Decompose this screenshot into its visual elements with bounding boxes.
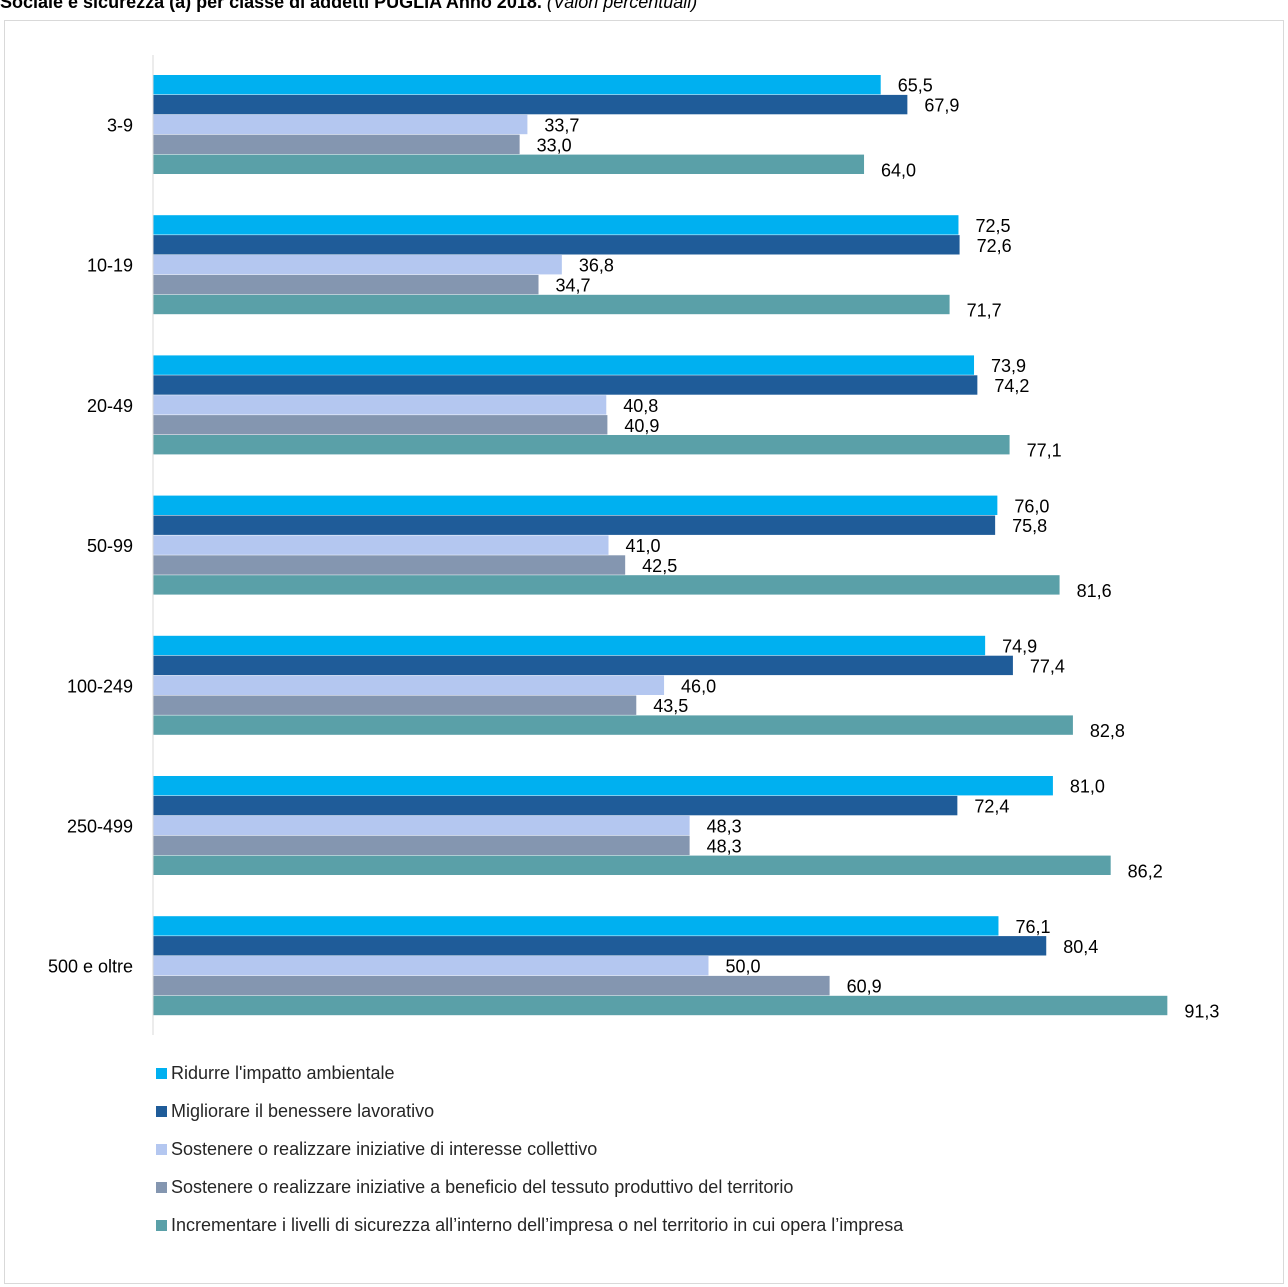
title-unit: (Valori percentuali) (546, 0, 698, 12)
bar (153, 255, 562, 275)
bar (153, 395, 607, 415)
category-tick-label: 10-19 (87, 256, 133, 276)
bar (153, 655, 1013, 676)
legend-item: Sostenere o realizzare iniziative a bene… (156, 1177, 793, 1198)
data-label: 86,2 (1128, 861, 1163, 881)
data-label: 74,2 (994, 376, 1029, 396)
bar (153, 916, 999, 936)
legend-item: Ridurre l'impatto ambientale (156, 1063, 395, 1084)
data-label: 40,9 (624, 416, 659, 436)
legend-swatch (156, 1068, 167, 1079)
bar (153, 235, 960, 255)
bar (153, 94, 908, 115)
bar (153, 555, 626, 575)
category-tick-label: 3-9 (107, 116, 133, 136)
bar (153, 435, 1010, 455)
legend-item: Incrementare i livelli di sicurezza all’… (156, 1215, 903, 1236)
category-tick-label: 250-499 (67, 817, 133, 837)
data-label: 76,0 (1014, 496, 1049, 516)
data-label: 81,0 (1070, 777, 1105, 797)
data-label: 77,1 (1027, 441, 1062, 461)
data-label: 65,5 (898, 76, 933, 96)
data-label: 72,5 (975, 216, 1010, 236)
bar (153, 515, 996, 535)
data-label: 41,0 (626, 536, 661, 556)
bar (153, 154, 865, 174)
data-label: 50,0 (726, 957, 761, 977)
data-label: 72,4 (974, 797, 1009, 817)
bar (153, 695, 637, 715)
data-label: 48,3 (707, 836, 742, 856)
bar (153, 936, 1047, 956)
data-label: 73,9 (991, 356, 1026, 376)
legend-swatch (156, 1144, 167, 1155)
legend-swatch (156, 1106, 167, 1117)
title-lead: Sociale e sicurezza (a) per classe di ad… (0, 0, 542, 12)
data-label: 34,7 (556, 276, 591, 296)
bar (153, 975, 830, 996)
bar (153, 575, 1060, 595)
data-label: 75,8 (1012, 516, 1047, 536)
chart-frame (4, 20, 1284, 1284)
data-label: 33,7 (544, 116, 579, 136)
category-tick-label: 20-49 (87, 396, 133, 416)
bar (153, 495, 998, 515)
data-label: 74,9 (1002, 637, 1037, 657)
legend-label: Sostenere o realizzare iniziative di int… (171, 1139, 598, 1159)
data-label: 82,8 (1090, 721, 1125, 741)
bar (153, 415, 608, 435)
legend-label: Migliorare il benessere lavorativo (171, 1101, 435, 1121)
data-label: 64,0 (881, 160, 916, 180)
bar (153, 215, 959, 235)
bar (153, 795, 958, 816)
data-label: 36,8 (579, 256, 614, 276)
data-label: 33,0 (537, 135, 572, 155)
category-tick-label: 50-99 (87, 536, 133, 556)
bar (153, 715, 1073, 735)
data-label: 67,9 (924, 96, 959, 116)
data-label: 91,3 (1184, 1002, 1219, 1022)
bar (153, 815, 690, 836)
data-label: 77,4 (1030, 656, 1065, 676)
data-label: 76,1 (1015, 917, 1050, 937)
legend-item: Migliorare il benessere lavorativo (156, 1101, 434, 1122)
category-tick-label: 500 e oltre (48, 957, 133, 977)
legend-label: Sostenere o realizzare iniziative a bene… (171, 1177, 794, 1197)
bar (153, 635, 986, 656)
bar (153, 355, 975, 375)
bar (153, 776, 1053, 796)
data-label: 60,9 (847, 977, 882, 997)
bar (153, 675, 665, 695)
data-label: 43,5 (653, 696, 688, 716)
data-label: 71,7 (967, 301, 1002, 321)
data-label: 40,8 (623, 396, 658, 416)
bar (153, 294, 950, 315)
legend-swatch (156, 1220, 167, 1231)
legend-item: Sostenere o realizzare iniziative di int… (156, 1139, 597, 1160)
legend-swatch (156, 1182, 167, 1193)
bar (153, 375, 978, 395)
bar (153, 114, 528, 135)
data-label: 48,3 (707, 817, 742, 837)
category-tick-label: 100-249 (67, 676, 133, 696)
bar (153, 855, 1111, 875)
data-label: 81,6 (1077, 581, 1112, 601)
data-label: 80,4 (1063, 937, 1098, 957)
bar (153, 134, 520, 155)
data-label: 72,6 (977, 236, 1012, 256)
data-label: 46,0 (681, 676, 716, 696)
bar (153, 535, 609, 555)
bar (153, 835, 690, 856)
legend-label: Incrementare i livelli di sicurezza all’… (171, 1215, 904, 1235)
legend-label: Ridurre l'impatto ambientale (171, 1063, 395, 1083)
page-title: Sociale e sicurezza (a) per classe di ad… (0, 0, 697, 13)
bar (153, 274, 539, 295)
bar (153, 995, 1168, 1016)
data-label: 42,5 (642, 556, 677, 576)
bar (153, 956, 709, 976)
bar (153, 75, 881, 95)
